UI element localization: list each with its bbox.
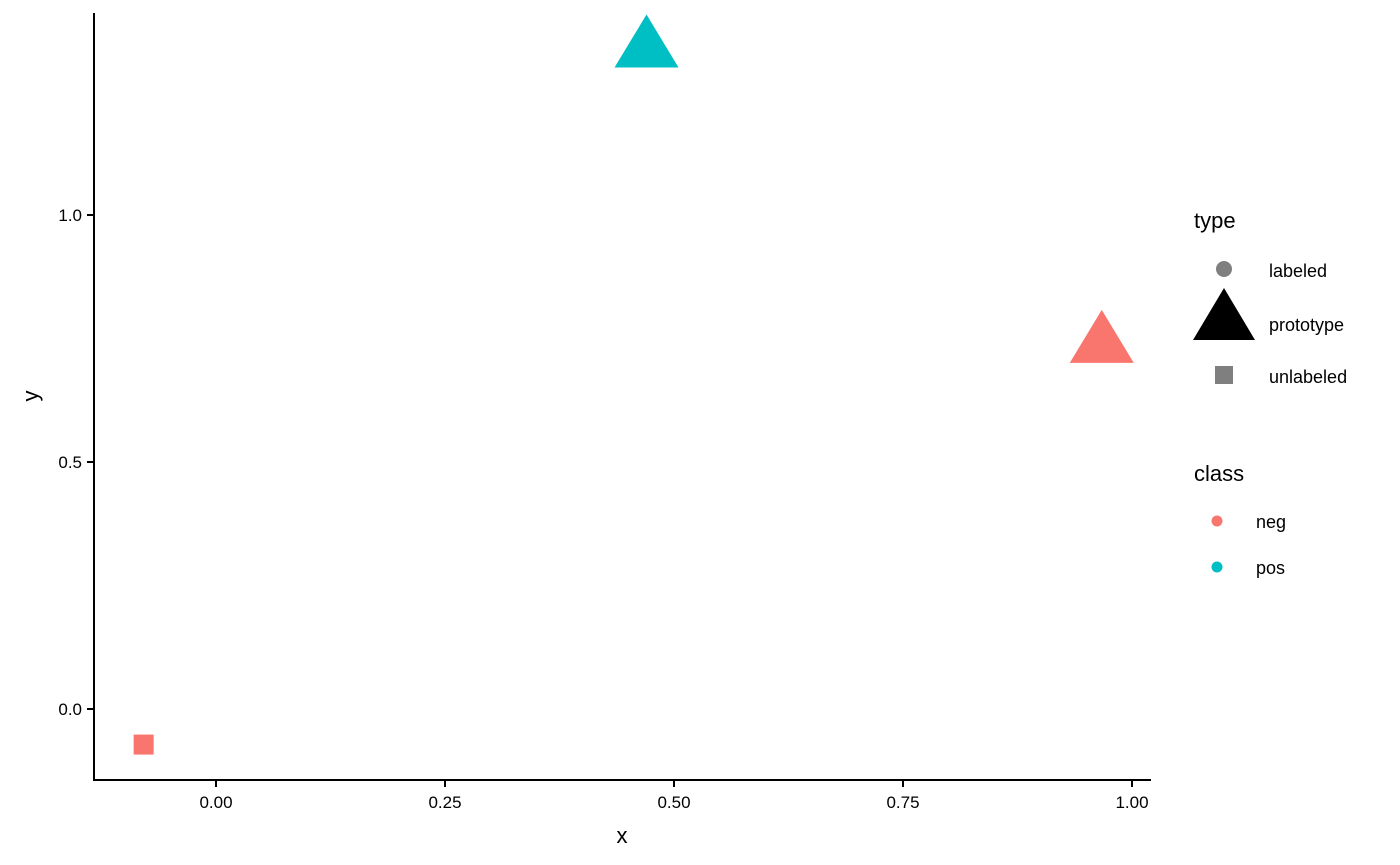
legend-label-labeled: labeled [1269, 261, 1327, 281]
legend-label-pos: pos [1256, 558, 1285, 578]
legend-title-type: type [1194, 208, 1236, 233]
legend-label-neg: neg [1256, 512, 1286, 532]
y-axis-label: y [18, 391, 43, 402]
legend-key-labeled [1216, 261, 1232, 277]
point-prototype-neg [1069, 309, 1134, 363]
y-tick-label: 0.0 [58, 700, 82, 719]
legend-type: type labeled prototype unlabeled [1193, 208, 1347, 387]
x-tick-label: 0.25 [428, 793, 461, 812]
x-axis-label: x [617, 823, 628, 848]
x-tick-label: 0.50 [657, 793, 690, 812]
x-tick-label: 1.00 [1115, 793, 1148, 812]
legend-label-prototype: prototype [1269, 315, 1344, 335]
point-prototype-pos [614, 14, 679, 68]
legend-class: class neg pos [1194, 461, 1286, 578]
x-tick-label: 0.00 [199, 793, 232, 812]
legend-key-unlabeled [1215, 366, 1233, 384]
legend-key-neg [1211, 515, 1223, 527]
y-tick-label: 1.0 [58, 206, 82, 225]
legend-label-unlabeled: unlabeled [1269, 367, 1347, 387]
legend-title-class: class [1194, 461, 1244, 486]
y-tick-label: 0.5 [58, 453, 82, 472]
point-unlabeled-neg [133, 734, 154, 755]
legend-key-prototype [1193, 288, 1255, 340]
x-tick-label: 0.75 [886, 793, 919, 812]
legend-key-pos [1211, 561, 1223, 573]
